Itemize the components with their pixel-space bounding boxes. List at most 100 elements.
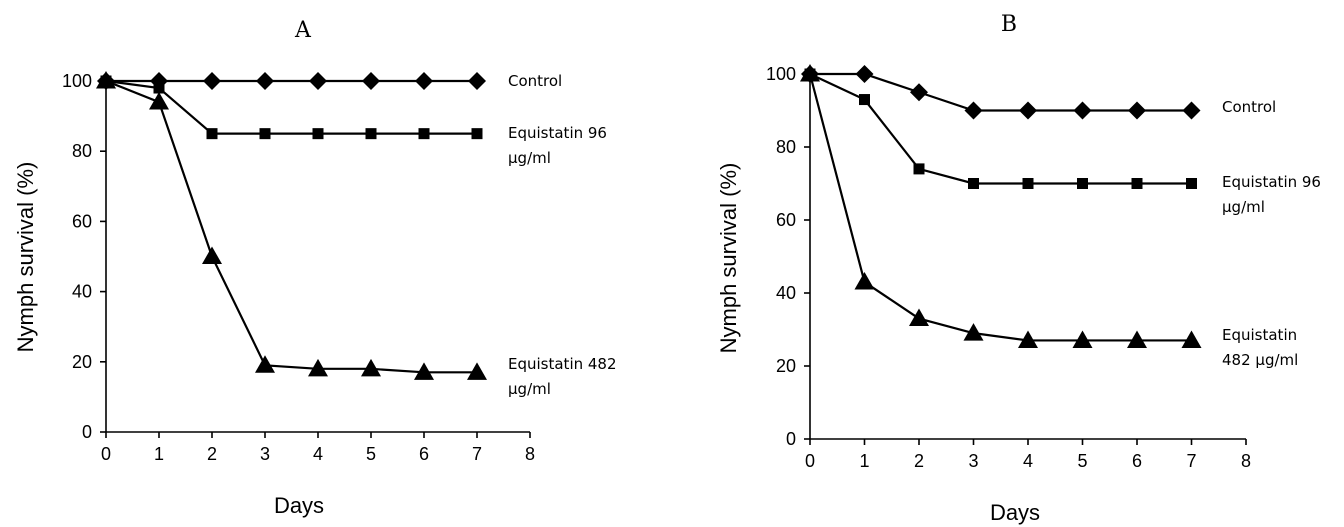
series-line — [809, 73, 1192, 185]
triangle-marker — [909, 308, 929, 327]
triangle-marker — [255, 355, 275, 373]
series-square: Equistatin 96 µg/ml — [804, 68, 1321, 216]
y-tick-label: 20 — [72, 352, 92, 372]
series-label: Control — [508, 72, 562, 90]
series-label: 482 µg/ml — [1222, 351, 1298, 369]
square-marker — [418, 128, 430, 140]
series-diamond: Control — [801, 65, 1276, 120]
square-marker — [312, 128, 324, 140]
triangle-marker — [308, 358, 328, 377]
diamond-marker — [203, 72, 221, 90]
y-tick-label: 100 — [62, 71, 92, 91]
series-label: µg/ml — [508, 149, 551, 167]
y-tick-label: 0 — [82, 422, 92, 442]
square-marker — [471, 128, 483, 140]
series-triangle: Equistatin 482 µg/ml — [96, 71, 617, 398]
square-marker — [1131, 178, 1143, 189]
y-tick-label: 20 — [776, 356, 796, 376]
x-tick-label: 1 — [154, 444, 164, 464]
square-marker — [153, 82, 165, 94]
series-line — [810, 72, 1192, 112]
y-tick-label: 40 — [72, 282, 92, 302]
x-tick-label: 6 — [1132, 451, 1142, 471]
x-axis-title: Days — [274, 493, 324, 518]
y-tick-label: 60 — [72, 211, 92, 231]
diamond-marker — [415, 72, 433, 90]
series-label: Control — [1222, 98, 1276, 116]
y-tick-label: 100 — [766, 64, 796, 84]
x-axis-title: Days — [990, 500, 1040, 525]
y-tick-label: 60 — [776, 210, 796, 230]
panel-letter: B — [1001, 12, 1017, 37]
series-label: Equistatin 96 — [508, 124, 607, 142]
square-marker — [206, 128, 218, 140]
panel-letter: A — [294, 18, 312, 43]
diamond-marker — [855, 65, 874, 83]
x-tick-label: 2 — [207, 444, 217, 464]
triangle-marker — [854, 272, 875, 290]
triangle-marker — [467, 362, 487, 380]
x-tick-label: 7 — [1186, 451, 1196, 471]
triangle-marker — [1181, 330, 1202, 348]
square-marker — [1077, 178, 1088, 189]
diamond-marker — [309, 72, 327, 90]
series-line — [105, 79, 477, 135]
x-tick-label: 8 — [525, 444, 535, 464]
series-label: Equistatin 482 — [508, 355, 617, 373]
x-tick-label: 0 — [101, 444, 111, 464]
triangle-marker — [963, 323, 984, 341]
chart-panel-b: B 0 20 40 60 80 100 0 1 2 3 4 5 6 7 8 Days Nymph survival… — [716, 12, 1321, 525]
diamond-marker — [256, 72, 274, 90]
triangle-marker — [1072, 330, 1093, 348]
x-tick-label: 8 — [1241, 451, 1251, 471]
x-tick-label: 3 — [260, 444, 270, 464]
y-tick-label: 0 — [786, 429, 796, 449]
diamond-marker — [1128, 101, 1146, 120]
square-marker — [365, 128, 377, 140]
diamond-marker — [1019, 101, 1037, 120]
square-marker — [259, 128, 271, 140]
x-tick-label: 4 — [1023, 451, 1033, 471]
x-tick-label: 2 — [914, 451, 924, 471]
triangle-marker — [1018, 330, 1038, 348]
x-tick-label: 5 — [366, 444, 376, 464]
diamond-marker — [1182, 101, 1201, 120]
series-label: Equistatin 96 — [1222, 173, 1321, 191]
series-triangle: Equistatin 482 µg/ml — [800, 64, 1298, 369]
triangle-marker — [414, 362, 434, 380]
triangle-marker — [361, 358, 381, 377]
x-tick-label: 4 — [313, 444, 323, 464]
series-square: Equistatin 96 µg/ml — [100, 75, 607, 167]
diamond-marker — [362, 72, 380, 90]
y-axis-title: Nymph survival (%) — [13, 162, 38, 353]
y-axis-title: Nymph survival (%) — [716, 163, 741, 354]
x-tick-label: 3 — [968, 451, 978, 471]
x-tick-label: 0 — [805, 451, 815, 471]
series-line — [105, 79, 477, 374]
triangle-marker — [800, 64, 820, 82]
square-marker — [1022, 178, 1034, 189]
diamond-marker — [468, 72, 486, 90]
square-marker — [968, 178, 979, 189]
x-tick-label: 7 — [472, 444, 482, 464]
y-tick-label: 80 — [776, 137, 796, 157]
y-tick-label: 80 — [72, 141, 92, 161]
triangle-marker — [202, 246, 222, 264]
x-tick-label: 5 — [1077, 451, 1087, 471]
x-tick-label: 6 — [419, 444, 429, 464]
diamond-marker — [964, 101, 983, 120]
triangle-marker — [1127, 330, 1147, 348]
diamond-marker — [910, 83, 928, 102]
series-label: µg/ml — [508, 380, 551, 398]
chart-panel-a: A 0 20 40 60 80 100 0 1 2 3 4 5 6 7 8 Days Nymph survival… — [13, 18, 617, 518]
x-tick-label: 1 — [859, 451, 869, 471]
series-diamond: Control — [97, 72, 562, 90]
series-label: µg/ml — [1222, 198, 1265, 216]
square-marker — [913, 163, 925, 175]
triangle-marker — [96, 71, 116, 89]
square-marker — [859, 94, 870, 106]
square-marker — [1186, 178, 1197, 189]
y-tick-label: 40 — [776, 283, 796, 303]
series-label: Equistatin — [1222, 326, 1297, 344]
